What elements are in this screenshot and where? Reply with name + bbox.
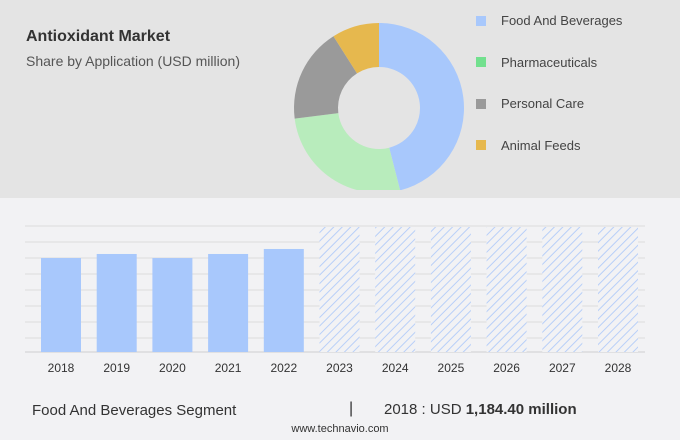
legend-item: Personal Care — [476, 96, 584, 111]
x-tick-label: 2020 — [159, 361, 186, 375]
legend-item: Food And Beverages — [476, 13, 622, 28]
footer-separator: | — [349, 400, 354, 417]
bar-2019 — [96, 253, 137, 352]
legend-label: Animal Feeds — [501, 137, 581, 153]
footer-segment: Food And Beverages Segment — [32, 402, 237, 419]
bar-2022 — [263, 248, 304, 352]
bar-2020 — [152, 258, 193, 352]
x-tick-label: 2018 — [48, 361, 75, 375]
legend-swatch — [476, 57, 486, 67]
x-tick-label: 2021 — [215, 361, 242, 375]
legend-label: Food And Beverages — [501, 13, 623, 28]
legend-label: Personal Care — [501, 96, 585, 111]
legend-item: Animal Feeds — [476, 138, 580, 153]
forecast-bar-2024 — [375, 227, 416, 352]
forecast-bar-2025 — [430, 227, 471, 352]
forecast-bar-2027 — [542, 227, 583, 352]
donut-slice-pharmaceuticals — [294, 113, 401, 194]
legend-swatch — [476, 140, 486, 150]
x-tick-label: 2025 — [438, 361, 465, 375]
x-tick-label: 2024 — [382, 361, 409, 375]
donut-clip — [0, 190, 680, 198]
chart-title: Antioxidant Market — [26, 28, 171, 45]
site-url: www.technavio.com — [291, 423, 389, 435]
donut-chart — [0, 23, 680, 198]
forecast-bar-2023 — [319, 227, 360, 352]
donut-slice-animal-feeds — [333, 23, 379, 74]
donut-slice-food-and-beverages — [379, 23, 464, 191]
x-tick-label: 2023 — [326, 361, 353, 375]
x-tick-label: 2027 — [549, 361, 576, 375]
x-tick-label: 2028 — [605, 361, 632, 375]
donut-slice-personal-care — [294, 36, 358, 119]
chart-subtitle: Share by Application (USD million) — [26, 53, 240, 69]
x-tick-label: 2022 — [270, 361, 297, 375]
footer-amount: 1,184.40 million — [465, 401, 577, 418]
footer-value: 2018 : USD 1,184.40 million — [384, 401, 577, 418]
legend-swatch — [476, 15, 486, 26]
x-tick-label: 2019 — [103, 361, 130, 375]
legend-item: Pharmaceuticals — [476, 55, 597, 70]
footer-year: 2018 : USD — [384, 401, 466, 418]
legend-label: Pharmaceuticals — [501, 54, 598, 70]
x-tick-label: 2026 — [493, 361, 520, 375]
bar-2018 — [41, 258, 81, 352]
forecast-bar-2028 — [598, 227, 638, 352]
legend-swatch — [476, 98, 486, 109]
forecast-bar-2026 — [486, 227, 527, 352]
bar-chart: 2018 2019 2020 2021 2022 2023 2024 2025 2026 2027… — [25, 225, 645, 375]
bar-2021 — [208, 253, 249, 352]
